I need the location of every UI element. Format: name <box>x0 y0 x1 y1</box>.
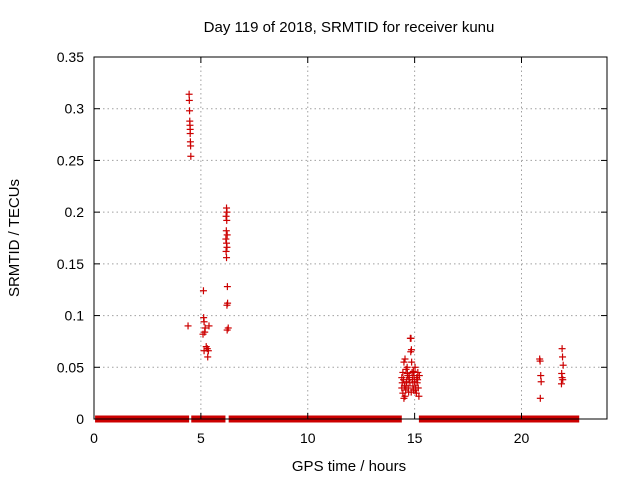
x-axis-label: GPS time / hours <box>292 458 406 475</box>
data-point <box>205 322 213 330</box>
data-point <box>557 380 565 388</box>
data-point <box>199 287 207 295</box>
data-point <box>402 382 410 390</box>
data-point <box>223 243 231 251</box>
y-tick-label: 0.35 <box>57 49 84 65</box>
data-point <box>403 363 411 371</box>
y-tick-label: 0.1 <box>65 308 85 324</box>
data-point <box>187 142 195 150</box>
data-point <box>399 368 407 376</box>
data-point <box>223 216 231 224</box>
data-point <box>401 392 409 400</box>
data-point <box>559 376 567 384</box>
data-point <box>408 358 416 366</box>
data-point <box>411 363 419 371</box>
data-point <box>185 96 193 104</box>
data-point <box>222 227 230 235</box>
data-point <box>223 283 231 291</box>
data-point <box>222 235 230 243</box>
y-axis-label: SRMTID / TECUs <box>6 179 23 297</box>
x-tick-label: 0 <box>90 430 98 446</box>
x-tick-label: 5 <box>197 430 205 446</box>
data-point <box>185 90 193 98</box>
y-tick-label: 0.25 <box>57 152 84 168</box>
data-point <box>407 334 415 342</box>
data-point <box>409 367 417 375</box>
data-point <box>415 392 423 400</box>
data-point <box>559 361 567 369</box>
y-tick-label: 0.2 <box>65 204 85 220</box>
data-point <box>204 353 212 361</box>
data-point <box>223 231 231 239</box>
y-tick-label: 0 <box>76 411 84 427</box>
x-tick-label: 15 <box>407 430 423 446</box>
tick-labels: 0 0.05 0.1 0.15 0.2 0.25 0.3 0.35 0 5 10 15 20 <box>57 49 530 446</box>
data-point <box>407 348 415 356</box>
data-point <box>223 208 231 216</box>
grid-lines <box>94 57 607 419</box>
y-tick-label: 0.05 <box>57 359 84 375</box>
data-point <box>400 358 408 366</box>
data-point <box>204 347 212 355</box>
data-point <box>558 345 566 353</box>
data-point <box>411 386 419 394</box>
y-tick-label: 0.15 <box>57 256 84 272</box>
data-point <box>200 318 208 326</box>
data-point <box>414 368 422 376</box>
data-point <box>407 388 415 396</box>
plot-frame <box>93 56 608 420</box>
data-points <box>95 90 580 423</box>
data-point <box>537 372 545 380</box>
data-point <box>401 355 409 363</box>
data-point <box>537 378 545 386</box>
data-point <box>187 152 195 160</box>
data-point <box>403 369 411 377</box>
data-point <box>186 130 194 138</box>
x-tick-label: 20 <box>514 430 530 446</box>
data-point <box>223 301 231 309</box>
data-point <box>184 322 192 330</box>
data-point <box>415 372 423 380</box>
data-point <box>223 326 231 334</box>
x-tick-label: 10 <box>300 430 316 446</box>
data-point <box>536 394 544 402</box>
data-point <box>405 376 413 384</box>
data-point <box>199 330 207 338</box>
data-point <box>222 247 230 255</box>
data-point <box>223 254 231 262</box>
data-point <box>414 376 422 384</box>
data-point <box>186 107 194 115</box>
data-point <box>536 357 544 365</box>
data-point <box>559 353 567 361</box>
axis-ticks <box>93 56 607 420</box>
data-point <box>222 212 230 220</box>
y-tick-label: 0.3 <box>65 101 85 117</box>
chart-title: Day 119 of 2018, SRMTID for receiver kun… <box>204 19 495 36</box>
